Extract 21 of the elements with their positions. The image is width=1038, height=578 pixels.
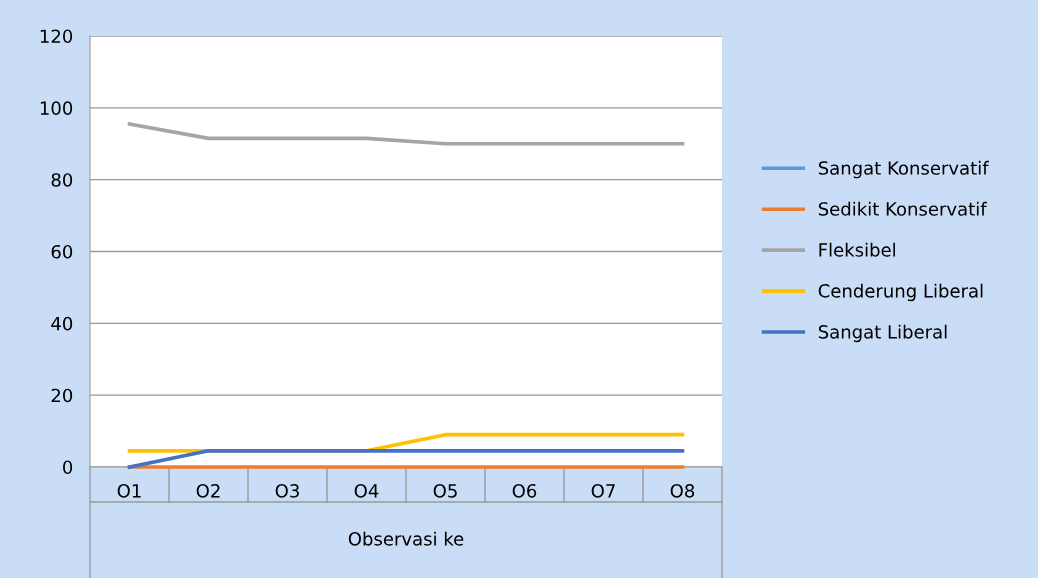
y-tick-label: 40 — [51, 316, 73, 331]
x-tick-label: O8 — [670, 483, 695, 498]
x-tick-label: O3 — [275, 483, 299, 498]
legend-label: Cenderung Liberal — [818, 283, 983, 302]
x-tick-label: O5 — [433, 483, 457, 498]
y-tick-label: 80 — [51, 173, 73, 187]
x-tick-label: O2 — [196, 483, 220, 498]
y-tick-label: 120 — [40, 29, 73, 44]
x-axis-title: Observasi ke — [348, 531, 464, 546]
x-tick-label: O7 — [591, 483, 615, 498]
legend-label: Sangat Konservatif — [818, 160, 989, 179]
legend-label: Sangat Liberal — [818, 324, 947, 343]
x-tick-label: O6 — [512, 483, 537, 498]
y-tick-label: 100 — [40, 101, 73, 115]
y-tick-label: 60 — [51, 244, 73, 259]
x-tick-label: O4 — [354, 483, 379, 498]
x-tick-label: O1 — [117, 483, 141, 498]
legend-label: Sedikit Konservatif — [818, 201, 987, 216]
legend-label: Fleksibel — [819, 242, 895, 257]
y-tick-label: 20 — [51, 388, 73, 403]
y-tick-label: 0 — [63, 460, 73, 475]
